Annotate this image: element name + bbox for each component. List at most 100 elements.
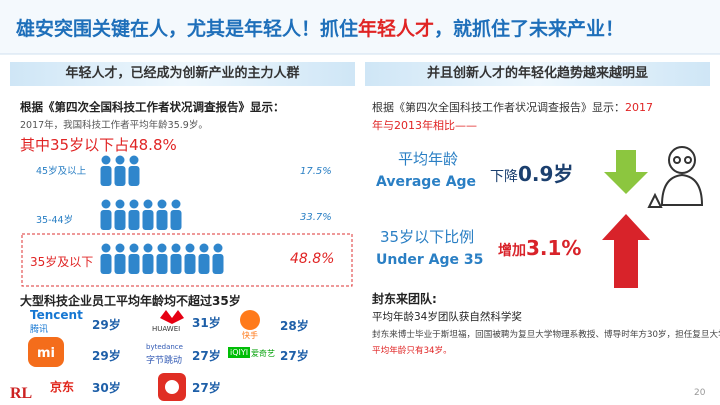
pinduoduo-mark [165,380,179,394]
company-logo-sub: 腾讯 [30,325,49,335]
xiaomi-logo [28,337,64,367]
title-bar [0,0,720,54]
section-header: 年轻人才，已经成为创新产业的主力人群 [10,62,355,86]
right-source: 根据《第四次全国科技工作者状况调查报告》显示：2017 [372,99,653,115]
person-icon [198,254,210,274]
title-text: ，就抓住了未来产业！ [434,18,625,40]
team-text: 封东来博士毕业于斯坦福，回国被聘为复旦大学物理系教授、博导时年方30岁，担任复旦… [372,327,720,359]
companies-title: 大型科技企业员工平均年龄均不超过35岁 [20,294,241,308]
person-icon [115,155,125,165]
age-group-label: 35岁及以下 [30,255,94,269]
person-icon [101,199,111,209]
person-icon [101,155,111,165]
person-icon [171,199,181,209]
person-icon [184,254,196,274]
highlight-box [21,233,353,287]
person-icon [114,210,126,230]
person-icon [199,243,209,253]
person-icon [100,166,112,186]
title-text: 雄安突围关键在人，尤其是年轻人！抓住 [16,18,359,40]
person-icon [129,155,139,165]
person-icon [212,254,224,274]
source-compare: 年与2013年相比—— [372,119,477,132]
source-year: 2017 [625,101,653,114]
change-word: 增加 [498,243,526,259]
change-value: 3.1% [526,236,582,260]
person-icon [129,199,139,209]
metric-label: 平均年龄 [398,150,459,168]
xiaomi-mark: mi [37,346,55,361]
company-logo: HUAWEI [152,325,181,333]
person-icon [114,166,126,186]
person-icon [157,199,167,209]
company-age: 27岁 [280,349,309,363]
team-body: 封东来博士毕业于斯坦福，回国被聘为复旦大学物理系教授、博导时年方30岁，担任复旦… [372,330,720,340]
person-icon [156,210,168,230]
company-logo: 快手 [242,331,258,340]
company-age: 27岁 [192,349,221,363]
age-group-share: 33.7% [300,212,332,223]
company-age: 29岁 [92,349,121,363]
change-value: 0.9岁 [518,162,574,186]
person-icon [129,243,139,253]
person-icon [101,243,111,253]
team-subtitle: 平均年龄34岁团队获自然科学奖 [372,311,522,323]
metric-change: 下降0.9岁 [490,158,573,187]
company-logo: iQIYI [228,347,251,358]
company-logo-sub: 爱奇艺 [251,349,275,358]
person-icon [156,254,168,274]
age-group-label: 35-44岁 [36,215,74,226]
source-text: 根据《第四次全国科技工作者状况调查报告》显示： [20,100,285,114]
source-text: 根据《第四次全国科技工作者状况调查报告》显示： [372,101,625,114]
scientist-icon [647,146,704,208]
section-header: 并且创新人才的年轻化趋势越来越明显 [365,62,710,86]
metric-label: 35岁以下比例 [380,228,475,246]
person-icon [171,243,181,253]
person-icon [100,254,112,274]
age-group-share: 48.8% [290,251,335,267]
person-icon [170,254,182,274]
metric-label-en: Under Age 35 [376,252,484,268]
company-logo: Tencent [30,308,83,322]
person-icon [213,243,223,253]
huawei-mark [160,310,184,324]
page-number: 20 [694,388,706,398]
person-icon [114,254,126,274]
person-icon [143,199,153,209]
company-logo: bytedance [146,343,183,351]
metric-label-en: Average Age [376,174,477,190]
company-age: 27岁 [192,381,221,395]
up-arrow [602,214,650,288]
title: 雄安突围关键在人，尤其是年轻人！抓住年轻人才，就抓住了未来产业！ [16,14,624,41]
person-icon [100,210,112,230]
age-group-label: 45岁及以上 [36,166,87,177]
person-icon [185,243,195,253]
highlight-text: 其中35岁以下占48.8% [20,136,177,154]
company-age: 28岁 [280,319,309,333]
team-highlight: 平均年龄只有34岁。 [372,346,452,356]
person-icon [157,243,167,253]
team-title: 封东来团队: [372,292,437,306]
person-icon [128,210,140,230]
title-highlight: 年轻人才 [358,18,435,40]
company-age: 30岁 [92,381,121,395]
person-icon [115,199,125,209]
kuaishou-mark [240,310,260,330]
age-group-share: 17.5% [300,166,332,177]
change-word: 下降 [490,169,518,185]
person-icon [128,254,140,274]
company-age: 29岁 [92,318,121,332]
summary-text: 2017年，我国科技工作者平均年龄35.9岁。 [20,120,208,131]
company-age: 31岁 [192,316,221,330]
person-icon [170,210,182,230]
down-arrow [604,150,648,194]
people-icons [100,155,224,274]
person-icon [142,210,154,230]
brand-logo: RL [10,385,32,402]
company-logo: 京东 [50,380,75,394]
person-icon [128,166,140,186]
person-icon [143,243,153,253]
company-logo-sub: 字节跳动 [146,356,183,366]
